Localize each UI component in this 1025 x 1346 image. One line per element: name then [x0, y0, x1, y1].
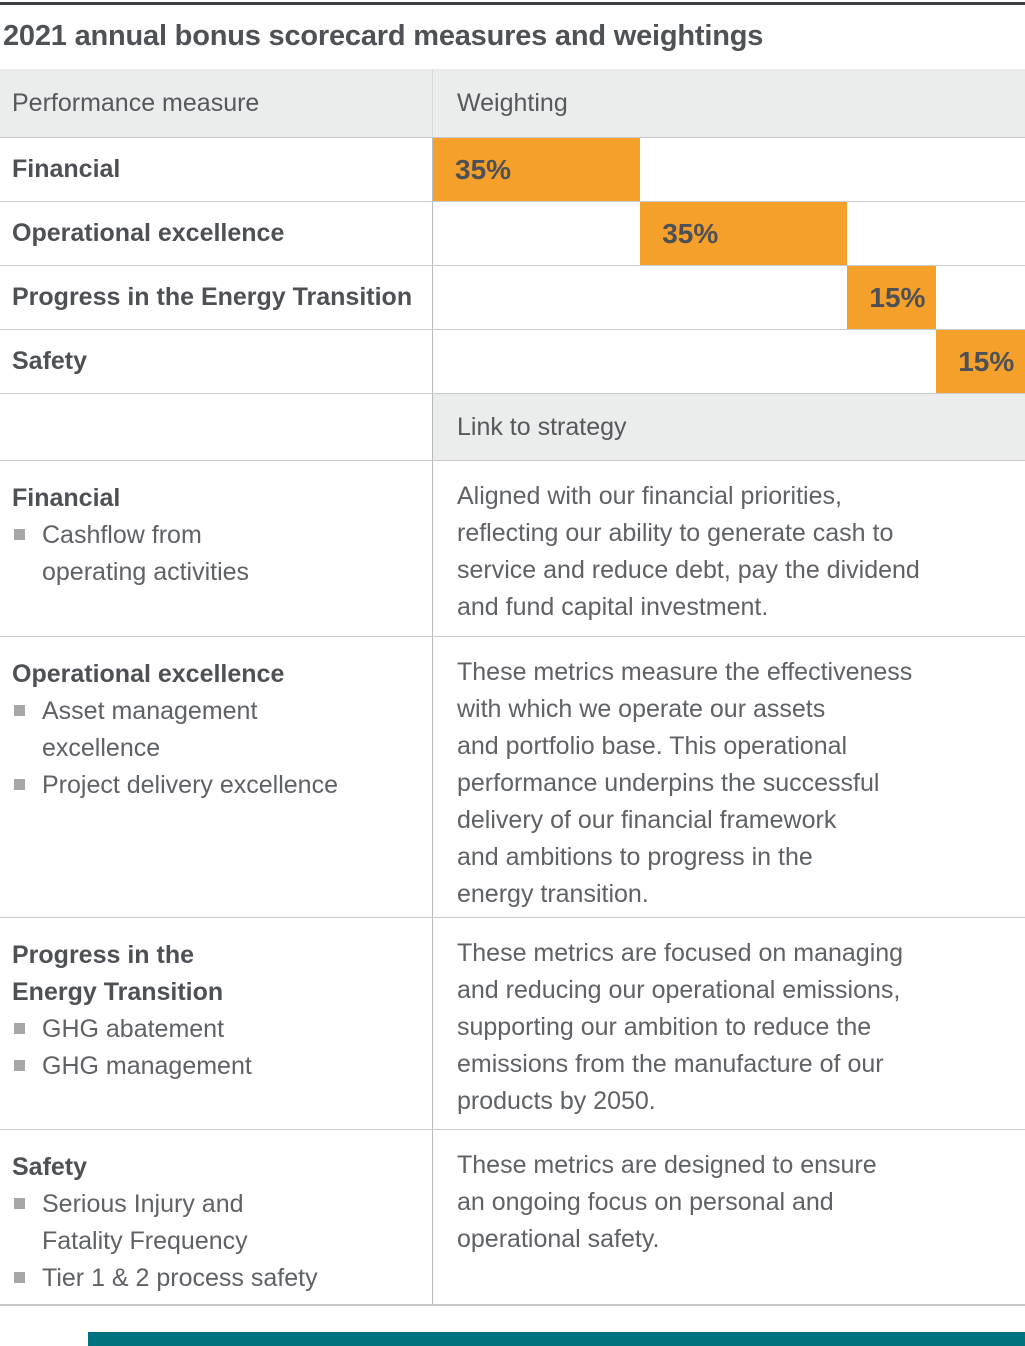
- weighting-header-cell: Weighting: [433, 69, 1025, 137]
- measure-label-cell: Financial: [0, 138, 433, 201]
- section-description: These metrics are designed to ensure an …: [457, 1151, 877, 1253]
- square-bullet-icon: [14, 1023, 25, 1034]
- bar-track: 35%: [433, 202, 1025, 265]
- bar-track: 15%: [433, 330, 1025, 393]
- strategy-section-operational-excellence: Operational excellence Asset management …: [0, 636, 1025, 917]
- bullet-list: Serious Injury and Fatality Frequency Ti…: [12, 1186, 422, 1297]
- weighting-bar: 15%: [936, 330, 1025, 393]
- measure-label: Progress in the Energy Transition: [12, 283, 413, 311]
- weighting-row-operational-excellence: Operational excellence 35%: [0, 201, 1025, 265]
- strategy-section-energy-transition: Progress in the Energy Transition GHG ab…: [0, 917, 1025, 1129]
- bullet-item: Tier 1 & 2 process safety: [14, 1260, 422, 1297]
- weighting-row-safety: Safety 15%: [0, 329, 1025, 393]
- bullet-list: Asset management excellence Project deli…: [12, 693, 422, 804]
- strategy-section-financial: Financial Cashflow from operating activi…: [0, 460, 1025, 636]
- square-bullet-icon: [14, 1272, 25, 1283]
- square-bullet-icon: [14, 529, 25, 540]
- section-description-cell: These metrics are designed to ensure an …: [433, 1130, 1025, 1304]
- page-footer-rule: [88, 1332, 1025, 1346]
- square-bullet-icon: [14, 1060, 25, 1071]
- bullet-text: GHG abatement: [42, 1015, 225, 1043]
- weighting-row-energy-transition: Progress in the Energy Transition 15%: [0, 265, 1025, 329]
- measure-label-cell: Safety: [0, 330, 433, 393]
- section-measures-cell: Safety Serious Injury and Fatality Frequ…: [0, 1130, 433, 1304]
- bullet-list: Cashflow from operating activities: [12, 517, 422, 591]
- bullet-text: GHG management: [42, 1052, 252, 1080]
- link-to-strategy-header-cell: Link to strategy: [433, 394, 1025, 460]
- section-heading: Progress in the Energy Transition: [12, 941, 224, 1006]
- bullet-text: Serious Injury and Fatality Frequency: [42, 1190, 248, 1255]
- strategy-section-safety: Safety Serious Injury and Fatality Frequ…: [0, 1129, 1025, 1304]
- measure-label: Operational excellence: [12, 219, 285, 247]
- section-description-cell: Aligned with our financial priorities, r…: [433, 461, 1025, 636]
- weighting-bar: 15%: [847, 266, 937, 329]
- empty-cell: [0, 394, 433, 460]
- section-measures-cell: Progress in the Energy Transition GHG ab…: [0, 918, 433, 1129]
- bullet-item: Cashflow from operating activities: [14, 517, 422, 591]
- page-title: 2021 annual bonus scorecard measures and…: [3, 20, 764, 52]
- bullet-text: Asset management excellence: [42, 697, 258, 762]
- table-header-row: Performance measure Weighting: [0, 69, 1025, 137]
- performance-measure-header: Performance measure: [12, 88, 260, 117]
- bullet-item: GHG abatement: [14, 1011, 422, 1048]
- weighting-row-financial: Financial 35%: [0, 137, 1025, 201]
- section-measures-cell: Financial Cashflow from operating activi…: [0, 461, 433, 636]
- bullet-list: GHG abatement GHG management: [12, 1011, 422, 1085]
- section-description-cell: These metrics measure the effectiveness …: [433, 637, 1025, 917]
- bar-track: 15%: [433, 266, 1025, 329]
- bullet-item: GHG management: [14, 1048, 422, 1085]
- link-to-strategy-header: Link to strategy: [457, 412, 627, 441]
- weighting-bar: 35%: [433, 138, 641, 201]
- section-measures-cell: Operational excellence Asset management …: [0, 637, 433, 917]
- section-description: Aligned with our financial priorities, r…: [457, 482, 920, 621]
- section-description-cell: These metrics are focused on managing an…: [433, 918, 1025, 1129]
- square-bullet-icon: [14, 705, 25, 716]
- measure-label-cell: Progress in the Energy Transition: [0, 266, 433, 329]
- measure-label: Financial: [12, 155, 121, 183]
- weighting-header: Weighting: [457, 88, 568, 117]
- bullet-text: Project delivery excellence: [42, 771, 338, 799]
- section-description: These metrics are focused on managing an…: [457, 939, 904, 1115]
- table-bottom-border: [0, 1304, 1025, 1306]
- section-heading: Operational excellence: [12, 660, 285, 688]
- bullet-item: Asset management excellence: [14, 693, 422, 767]
- section-heading: Financial: [12, 484, 121, 512]
- weighting-bar: 35%: [640, 202, 848, 265]
- link-to-strategy-row: Link to strategy: [0, 393, 1025, 460]
- bullet-item: Serious Injury and Fatality Frequency: [14, 1186, 422, 1260]
- measure-label-cell: Operational excellence: [0, 202, 433, 265]
- top-rule: [0, 2, 1025, 5]
- bar-track: 35%: [433, 138, 1025, 201]
- section-description: These metrics measure the effectiveness …: [457, 658, 913, 908]
- bullet-item: Project delivery excellence: [14, 767, 422, 804]
- section-heading: Safety: [12, 1153, 88, 1181]
- square-bullet-icon: [14, 1198, 25, 1209]
- measure-label: Safety: [12, 347, 88, 375]
- square-bullet-icon: [14, 779, 25, 790]
- performance-measure-header-cell: Performance measure: [0, 69, 433, 137]
- bullet-text: Tier 1 & 2 process safety: [42, 1264, 318, 1292]
- bullet-text: Cashflow from operating activities: [42, 521, 250, 586]
- scorecard-table: Performance measure Weighting Financial …: [0, 69, 1025, 1306]
